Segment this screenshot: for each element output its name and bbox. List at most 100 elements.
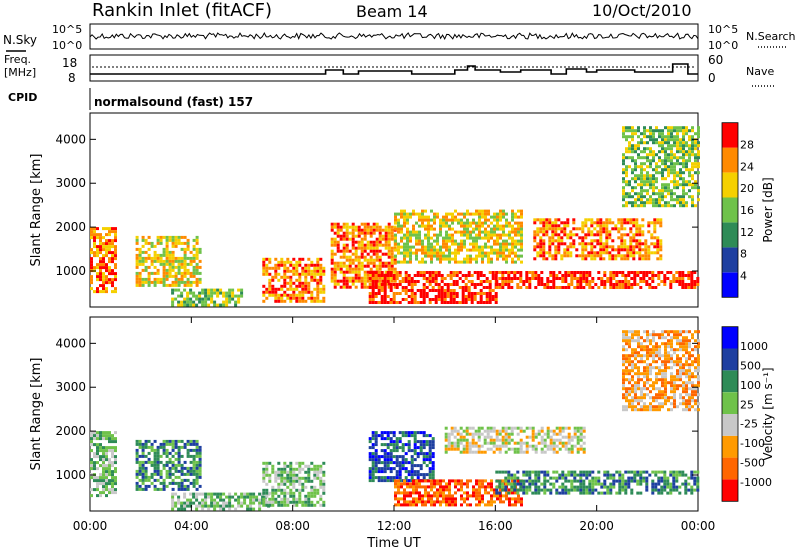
power-echo-cell [643,195,646,199]
power-echo-cell [667,144,670,148]
power-echo-cell [430,218,433,222]
power-echo-cell [430,257,433,261]
velocity-echo-cell [531,470,535,474]
power-echo-cell [632,221,636,225]
power-echo-cell [389,286,393,289]
velocity-echo-cell [528,435,532,439]
power-echo-cell [96,275,99,279]
power-echo-cell [345,285,349,289]
power-echo-cell [333,276,337,280]
cpid-label: CPID [8,91,37,104]
velocity-echo-cell [669,491,673,495]
power-echo-cell [691,186,694,190]
power-echo-cell [655,180,658,184]
velocity-echo-cell [412,482,415,486]
power-echo-cell [558,286,562,289]
power-echo-cell [333,261,337,265]
velocity-echo-cell [522,441,526,445]
velocity-echo-cell [660,470,664,474]
power-echo-cell [599,245,603,249]
power-echo-cell [554,248,558,252]
power-echo-cell [649,147,652,151]
power-echo-cell [682,129,685,133]
power-colorbar-frame [721,122,739,298]
power-echo-cell [517,248,520,252]
velocity-echo-cell [183,442,187,446]
velocity-echo-cell [534,485,538,489]
velocity-echo-cell [478,491,481,495]
power-echo-cell [168,271,172,275]
power-echo-cell [623,254,627,258]
power-colorbar-tick: 12 [740,226,754,239]
nsky-tick-bottom: 10^0 [52,39,82,52]
power-echo-cell [664,135,667,139]
power-echo-cell [434,298,438,301]
power-echo-cell [622,204,625,208]
velocity-echo-cell [490,485,493,489]
velocity-echo-cell [174,475,178,479]
velocity-echo-cell [517,479,520,483]
velocity-echo-cell [159,469,163,473]
power-echo-cell [633,274,637,277]
power-echo-cell [186,268,190,272]
power-echo-cell [579,277,583,280]
power-echo-cell [159,280,163,284]
velocity-echo-cell [135,442,139,446]
power-echo-cell [485,298,489,301]
velocity-echo-cell [258,498,262,502]
power-echo-cell [225,294,229,298]
power-echo-cell [387,234,391,238]
power-echo-cell [670,144,673,148]
velocity-echo-cell [471,426,475,430]
velocity-echo-cell [478,482,481,486]
power-echo-cell [274,269,278,273]
power-echo-cell [638,230,642,234]
power-echo-cell [463,215,466,219]
power-echo-cell [525,280,529,283]
power-echo-cell [406,233,409,237]
power-echo-cell [641,233,645,237]
power-echo-cell [360,237,364,241]
power-echo-cell [380,298,384,301]
velocity-echo-cell [398,440,402,444]
velocity-echo-cell [410,467,414,471]
velocity-echo-cell [401,449,405,453]
velocity-echo-cell [543,470,547,474]
power-echo-cell [563,230,567,234]
power-echo-cell [360,267,364,271]
power-echo-cell [316,269,320,273]
power-echo-cell [647,224,651,228]
power-echo-cell [102,245,105,249]
power-echo-cell [371,301,375,304]
power-echo-cell [159,238,163,242]
power-echo-cell [627,271,631,274]
power-echo-cell [514,242,517,246]
velocity-echo-cell [576,441,580,445]
velocity-echo-cell [295,479,299,483]
power-echo-cell [111,281,114,285]
power-echo-cell [637,165,640,169]
power-echo-cell [454,230,457,234]
velocity-echo-cell [425,458,429,462]
velocity-echo-cell [201,492,205,496]
velocity-echo-cell [576,426,580,430]
power-echo-cell [457,230,460,234]
power-echo-cell [670,147,673,151]
velocity-echo-cell [171,439,175,443]
power-echo-cell [213,291,217,295]
velocity-echo-cell [371,434,375,438]
velocity-echo-cell [265,461,269,465]
power-echo-cell [390,258,394,262]
power-echo-cell [268,287,272,291]
power-echo-cell [403,254,406,258]
velocity-echo-cell [519,438,523,442]
power-echo-cell [174,256,178,260]
velocity-echo-cell [543,438,547,442]
power-echo-cell [691,168,694,172]
velocity-echo-cell [153,484,157,488]
power-echo-cell [502,230,505,234]
power-echo-cell [192,291,196,295]
power-echo-cell [262,272,266,276]
power-echo-cell [609,280,613,283]
power-echo-cell [298,290,302,294]
